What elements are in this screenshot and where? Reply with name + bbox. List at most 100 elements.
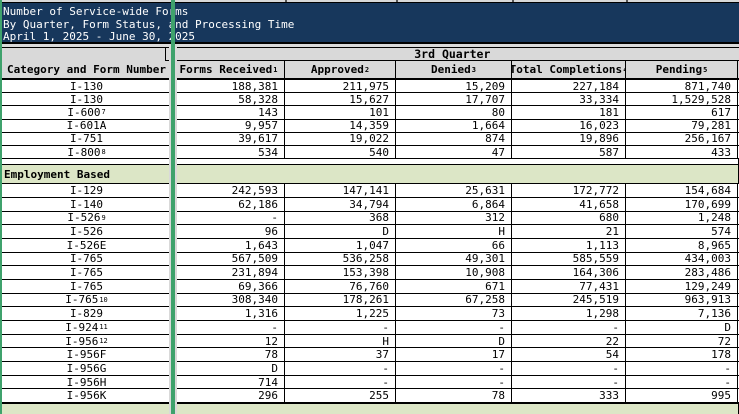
value-cell[interactable]: 312 xyxy=(396,211,512,225)
form-number-cell[interactable]: I-765 10 xyxy=(0,293,173,307)
value-cell[interactable]: D xyxy=(396,334,512,348)
value-cell[interactable]: H xyxy=(396,225,512,238)
form-number-cell[interactable]: I-956G xyxy=(0,362,173,375)
value-cell[interactable]: 242,593 xyxy=(173,184,285,197)
value-cell[interactable]: D xyxy=(285,225,396,238)
form-number-cell[interactable]: I-956F xyxy=(0,348,173,362)
form-number-cell[interactable]: I-765 xyxy=(0,279,173,293)
section-header-row[interactable] xyxy=(0,403,739,414)
value-cell[interactable]: 178,261 xyxy=(285,293,396,307)
value-cell[interactable]: 12 xyxy=(173,334,285,348)
form-number-cell[interactable]: I-829 xyxy=(0,307,173,320)
value-cell[interactable]: 255 xyxy=(285,389,396,403)
value-cell[interactable]: - xyxy=(396,362,512,375)
value-cell[interactable]: 22 xyxy=(512,334,626,348)
value-cell[interactable]: 62,186 xyxy=(173,197,285,211)
value-cell[interactable]: 17,707 xyxy=(396,93,512,106)
value-cell[interactable]: 14,359 xyxy=(285,119,396,132)
value-cell[interactable]: 963,913 xyxy=(626,293,738,307)
value-cell[interactable]: 587 xyxy=(512,145,626,159)
form-number-cell[interactable]: I-956 12 xyxy=(0,334,173,348)
value-cell[interactable]: 6,864 xyxy=(396,197,512,211)
value-cell[interactable]: 181 xyxy=(512,106,626,119)
value-cell[interactable]: 368 xyxy=(285,211,396,225)
value-cell[interactable]: - xyxy=(285,375,396,389)
section-header-row[interactable]: Employment Based xyxy=(0,164,739,185)
value-cell[interactable]: 73 xyxy=(396,307,512,320)
value-cell[interactable]: 714 xyxy=(173,375,285,389)
column-header-pending[interactable]: Pending 5 xyxy=(626,61,738,78)
value-cell[interactable]: 188,381 xyxy=(173,80,285,93)
value-cell[interactable]: 66 xyxy=(396,238,512,252)
column-header-approved[interactable]: Approved 2 xyxy=(285,61,396,78)
value-cell[interactable]: - xyxy=(626,362,738,375)
column-header-total-completions[interactable]: Total Completions4 xyxy=(512,61,626,78)
value-cell[interactable]: 15,209 xyxy=(396,80,512,93)
column-header-forms-received[interactable]: Forms Received 1 xyxy=(173,61,285,78)
value-cell[interactable]: 172,772 xyxy=(512,184,626,197)
value-cell[interactable]: 67,258 xyxy=(396,293,512,307)
value-cell[interactable]: 34,794 xyxy=(285,197,396,211)
value-cell[interactable]: 170,699 xyxy=(626,197,738,211)
value-cell[interactable]: 58,328 xyxy=(173,93,285,106)
value-cell[interactable]: 7,136 xyxy=(626,307,738,320)
value-cell[interactable]: 671 xyxy=(396,279,512,293)
value-cell[interactable]: 1,298 xyxy=(512,307,626,320)
value-cell[interactable]: 153,398 xyxy=(285,266,396,279)
title-text-box[interactable]: Number of Service-wide Forms By Quarter,… xyxy=(0,2,739,44)
value-cell[interactable]: 78 xyxy=(173,348,285,362)
value-cell[interactable]: 143 xyxy=(173,106,285,119)
value-cell[interactable]: - xyxy=(173,321,285,334)
form-number-cell[interactable]: I-130 xyxy=(0,93,173,106)
value-cell[interactable]: 19,896 xyxy=(512,132,626,145)
value-cell[interactable]: - xyxy=(512,375,626,389)
category-header-spacer[interactable] xyxy=(0,48,166,61)
value-cell[interactable]: 1,529,528 xyxy=(626,93,738,106)
value-cell[interactable]: 80 xyxy=(396,106,512,119)
value-cell[interactable]: 33,334 xyxy=(512,93,626,106)
value-cell[interactable]: 536,258 xyxy=(285,252,396,266)
form-number-cell[interactable]: I-956H xyxy=(0,375,173,389)
value-cell[interactable]: 308,340 xyxy=(173,293,285,307)
value-cell[interactable]: 101 xyxy=(285,106,396,119)
form-number-cell[interactable]: I-600 7 xyxy=(0,106,173,119)
value-cell[interactable]: 72 xyxy=(626,334,738,348)
value-cell[interactable]: 49,301 xyxy=(396,252,512,266)
value-cell[interactable]: 534 xyxy=(173,145,285,159)
value-cell[interactable]: 79,281 xyxy=(626,119,738,132)
value-cell[interactable]: 585,559 xyxy=(512,252,626,266)
value-cell[interactable]: - xyxy=(626,375,738,389)
value-cell[interactable]: 231,894 xyxy=(173,266,285,279)
value-cell[interactable]: 54 xyxy=(512,348,626,362)
value-cell[interactable]: 1,113 xyxy=(512,238,626,252)
value-cell[interactable]: 96 xyxy=(173,225,285,238)
value-cell[interactable]: 1,316 xyxy=(173,307,285,320)
value-cell[interactable]: 76,760 xyxy=(285,279,396,293)
value-cell[interactable]: 9,957 xyxy=(173,119,285,132)
value-cell[interactable]: H xyxy=(285,334,396,348)
form-number-cell[interactable]: I-526 9 xyxy=(0,211,173,225)
value-cell[interactable]: 15,627 xyxy=(285,93,396,106)
value-cell[interactable]: 19,022 xyxy=(285,132,396,145)
value-cell[interactable]: 540 xyxy=(285,145,396,159)
form-number-cell[interactable]: I-526E xyxy=(0,238,173,252)
value-cell[interactable]: 39,617 xyxy=(173,132,285,145)
value-cell[interactable]: - xyxy=(396,321,512,334)
value-cell[interactable]: 21 xyxy=(512,225,626,238)
form-number-cell[interactable]: I-130 xyxy=(0,80,173,93)
value-cell[interactable]: 178 xyxy=(626,348,738,362)
value-cell[interactable]: 256,167 xyxy=(626,132,738,145)
value-cell[interactable]: 69,366 xyxy=(173,279,285,293)
value-cell[interactable]: 433 xyxy=(626,145,738,159)
form-number-cell[interactable]: I-765 xyxy=(0,252,173,266)
value-cell[interactable]: 47 xyxy=(396,145,512,159)
value-cell[interactable]: 77,431 xyxy=(512,279,626,293)
form-number-cell[interactable]: I-129 xyxy=(0,184,173,197)
value-cell[interactable]: 574 xyxy=(626,225,738,238)
value-cell[interactable]: 680 xyxy=(512,211,626,225)
value-cell[interactable]: 129,249 xyxy=(626,279,738,293)
value-cell[interactable]: 1,047 xyxy=(285,238,396,252)
value-cell[interactable]: D xyxy=(626,321,738,334)
value-cell[interactable]: 211,975 xyxy=(285,80,396,93)
form-number-cell[interactable]: I-601A xyxy=(0,119,173,132)
